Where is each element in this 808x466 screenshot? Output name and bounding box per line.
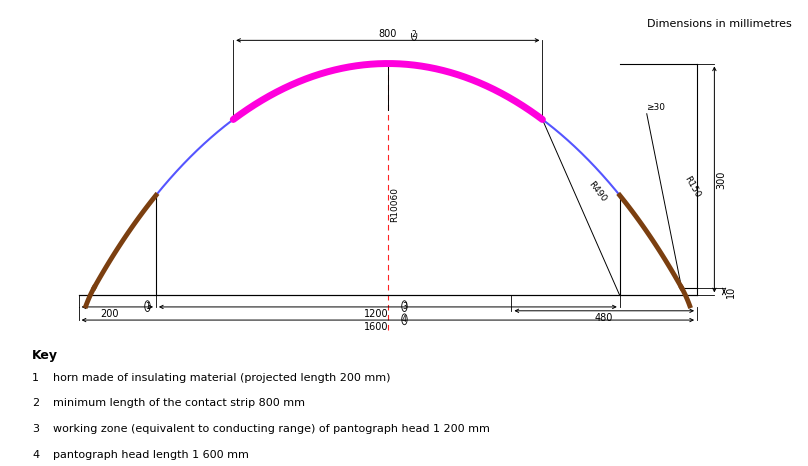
Text: 4: 4 [402,315,407,324]
Text: 1200: 1200 [364,309,389,319]
Text: working zone (equivalent to conducting range) of pantograph head 1 200 mm: working zone (equivalent to conducting r… [53,424,490,434]
Text: 200: 200 [100,309,119,319]
Text: ≥30: ≥30 [646,103,665,112]
Text: pantograph head length 1 600 mm: pantograph head length 1 600 mm [53,450,248,459]
Text: horn made of insulating material (projected length 200 mm): horn made of insulating material (projec… [53,373,390,383]
Text: 1: 1 [32,373,40,383]
Text: 1: 1 [145,302,149,311]
Text: R150: R150 [682,175,702,199]
Text: Dimensions in millimetres: Dimensions in millimetres [647,19,792,28]
Text: 10: 10 [726,285,735,298]
Text: minimum length of the contact strip 800 mm: minimum length of the contact strip 800 … [53,398,305,408]
Text: 1600: 1600 [364,322,389,332]
Text: Key: Key [32,350,58,363]
Text: 3: 3 [402,302,407,311]
Text: 2: 2 [412,30,416,40]
Text: 4: 4 [32,450,40,459]
Text: 480: 480 [595,313,613,323]
Text: 2: 2 [32,398,40,408]
Text: 800: 800 [379,29,397,39]
Text: 3: 3 [32,424,40,434]
Text: R490: R490 [587,180,608,204]
Text: 300: 300 [716,170,726,189]
Text: R10060: R10060 [390,187,399,222]
